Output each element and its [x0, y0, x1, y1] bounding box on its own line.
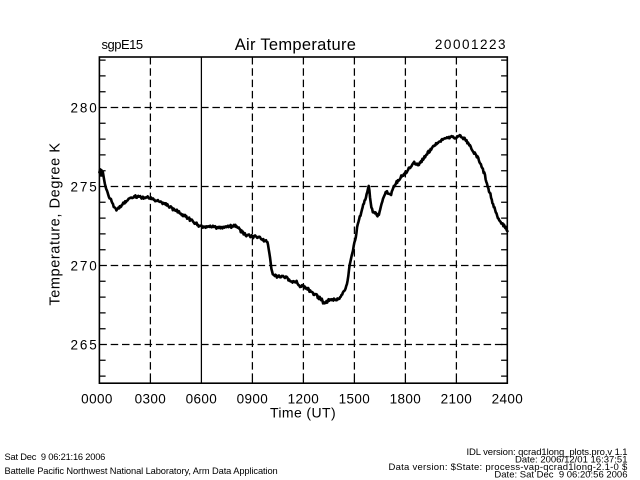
svg-text:Sat Dec 9 06:21:16 2006: Sat Dec 9 06:21:16 2006 — [5, 452, 106, 462]
svg-text:0600: 0600 — [186, 392, 218, 407]
svg-text:0300: 0300 — [135, 392, 167, 407]
svg-text:0900: 0900 — [237, 392, 269, 407]
svg-text:20001223: 20001223 — [435, 37, 507, 52]
svg-text:270: 270 — [70, 258, 98, 273]
svg-text:0000: 0000 — [81, 392, 113, 407]
svg-text:Time (UT): Time (UT) — [270, 405, 336, 421]
svg-text:275: 275 — [70, 179, 98, 194]
svg-text:Data version: $State: process-: Data version: $State: process-vap-qcrad1… — [388, 462, 627, 473]
svg-text:Battelle Pacific Northwest Nat: Battelle Pacific Northwest National Labo… — [5, 466, 278, 476]
svg-text:265: 265 — [70, 337, 98, 352]
svg-text:2100: 2100 — [441, 392, 473, 407]
svg-text:280: 280 — [70, 100, 98, 115]
svg-text:Date: Sat Dec 9 06:20:56 2006: Date: Sat Dec 9 06:20:56 2006 — [494, 470, 627, 480]
svg-text:Date: 2006/12/01 16:37:51: Date: 2006/12/01 16:37:51 — [515, 454, 628, 465]
svg-text:1200: 1200 — [288, 392, 320, 407]
svg-text:Temperature, Degree K: Temperature, Degree K — [48, 142, 64, 305]
svg-text:1800: 1800 — [390, 392, 422, 407]
svg-text:2400: 2400 — [492, 392, 524, 407]
svg-text:Air Temperature: Air Temperature — [235, 36, 357, 54]
svg-text:IDL version: qcrad1long_plots.: IDL version: qcrad1long_plots.pro,v 1.1 — [466, 447, 627, 458]
svg-text:sgpE15: sgpE15 — [102, 37, 143, 52]
svg-text:1500: 1500 — [339, 392, 371, 407]
